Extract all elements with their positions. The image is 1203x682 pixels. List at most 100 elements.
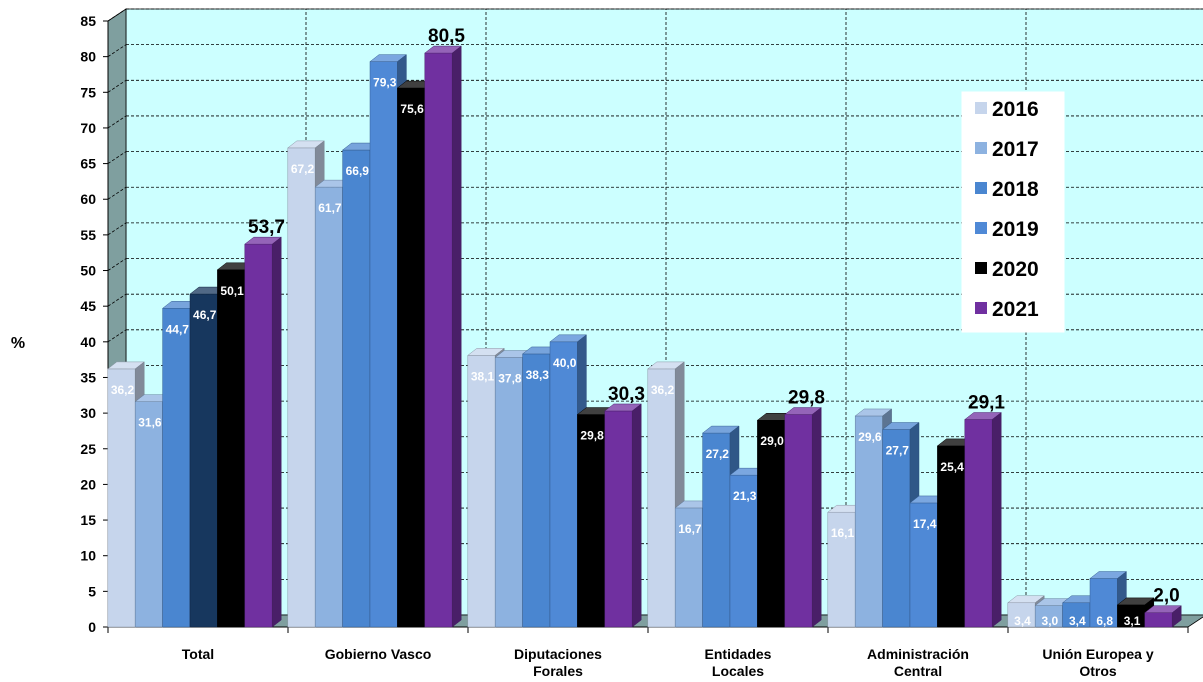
bar	[701, 425, 740, 628]
bar	[604, 403, 642, 628]
legend-label: 2020	[992, 258, 1039, 281]
legend-label: 2017	[992, 138, 1039, 161]
legend-item: 2016	[975, 98, 1039, 121]
y-tick-label: 15	[80, 512, 96, 528]
data-label: 79,3	[373, 76, 397, 90]
y-tick-label: 0	[88, 619, 96, 635]
data-label: 36,2	[111, 383, 135, 397]
y-tick-label: 85	[80, 13, 96, 29]
data-label: 21,3	[733, 489, 757, 503]
data-label: 38,1	[471, 369, 495, 383]
data-labels: 36,2 31,6 44,746,750,1 53,7 67,2 61,7 66,9 79,3…	[111, 26, 1180, 628]
data-label: 17,4	[913, 517, 937, 531]
bar	[964, 412, 1002, 628]
gridline-side	[107, 151, 127, 164]
data-label: 53,7	[248, 217, 285, 238]
x-tick-label: Administración Central	[867, 646, 969, 679]
y-tick-label: 25	[80, 441, 96, 457]
gridline-side	[107, 329, 127, 343]
legend-label: 2021	[992, 298, 1039, 321]
y-axis-label: %	[11, 335, 25, 352]
bar	[424, 45, 462, 628]
y-tick-label: 30	[80, 405, 96, 421]
gridline-side	[107, 222, 127, 236]
bar-group	[287, 45, 462, 628]
gridline-side	[107, 115, 127, 129]
y-tick-label: 20	[80, 476, 96, 492]
data-label: 29,1	[968, 393, 1005, 414]
legend: 2016 2017 2018 2019 2020 2021	[961, 91, 1065, 333]
data-label: 27,7	[886, 444, 910, 458]
data-label: 46,7	[193, 308, 217, 322]
legend-swatch	[975, 302, 987, 314]
y-tick-label: 5	[88, 583, 96, 599]
y-tick-label: 75	[80, 84, 96, 100]
y-tick-label: 35	[80, 369, 96, 385]
legend-swatch	[975, 222, 987, 234]
y-axis: 0 5 10 15 20 25 30 35 40 45 50 55 60 65 70 75 80 85	[80, 13, 109, 635]
data-label: 16,7	[678, 522, 702, 536]
x-tick-label: Entidades Locales	[705, 646, 772, 679]
legend-item: 2017	[975, 138, 1039, 161]
data-label: 29,0	[760, 434, 784, 448]
gridline-side	[107, 186, 127, 200]
bar-group	[647, 361, 822, 628]
y-tick-label: 45	[80, 298, 96, 314]
legend-item: 2019	[975, 218, 1039, 241]
data-label: 50,1	[220, 284, 244, 298]
data-label: 75,6	[400, 102, 424, 116]
x-tick-label: Unión Europea y Otros	[1042, 646, 1153, 679]
legend-swatch	[975, 102, 987, 114]
legend-label: 2019	[992, 218, 1039, 241]
data-label: 3,4	[1069, 614, 1086, 628]
data-label: 67,2	[291, 162, 315, 176]
data-label: 38,3	[526, 368, 550, 382]
bar-group	[107, 236, 282, 628]
legend-label: 2018	[992, 178, 1039, 201]
data-label: 25,4	[940, 460, 964, 474]
data-label: 37,8	[498, 372, 522, 386]
bar-group	[1007, 571, 1182, 628]
data-label: 2,0	[1153, 586, 1179, 607]
legend-swatch	[975, 262, 987, 274]
data-label: 36,2	[651, 383, 675, 397]
data-label: 3,4	[1014, 614, 1031, 628]
data-label: 16,1	[831, 526, 855, 540]
y-tick-label: 60	[80, 191, 96, 207]
legend-swatch	[975, 182, 987, 194]
y-tick-label: 70	[80, 120, 96, 136]
gridline-side	[107, 258, 127, 271]
legend-box	[961, 91, 1065, 333]
bar-group	[827, 408, 1002, 628]
y-tick-label: 50	[80, 263, 96, 279]
legend-label: 2016	[992, 98, 1039, 121]
data-label: 80,5	[428, 26, 465, 47]
y-tick-label: 40	[80, 334, 96, 350]
data-label: 29,6	[858, 430, 882, 444]
x-tick-label: Diputaciones Forales	[514, 646, 602, 679]
data-label: 29,8	[580, 429, 604, 443]
y-tick-label: 10	[80, 548, 96, 564]
bar-series	[107, 45, 1182, 628]
bar	[1144, 605, 1182, 628]
data-label: 3,1	[1124, 614, 1141, 628]
data-label: 30,3	[608, 384, 645, 405]
gridline-side	[107, 44, 127, 57]
data-label: 6,8	[1096, 614, 1113, 628]
data-label: 27,2	[706, 447, 730, 461]
gridline-side	[107, 293, 127, 307]
bar	[244, 236, 282, 628]
data-label: 31,6	[138, 416, 162, 430]
data-label: 61,7	[318, 201, 342, 215]
data-label: 66,9	[346, 164, 370, 178]
y-tick-label: 80	[80, 49, 96, 65]
legend-swatch	[975, 142, 987, 154]
gridline-side	[107, 79, 127, 93]
x-tick-label: Total	[182, 646, 214, 662]
gridline-side	[107, 8, 127, 22]
y-tick-label: 65	[80, 156, 96, 172]
bar-group	[467, 334, 642, 628]
bar	[784, 407, 822, 628]
data-label: 44,7	[166, 322, 190, 336]
